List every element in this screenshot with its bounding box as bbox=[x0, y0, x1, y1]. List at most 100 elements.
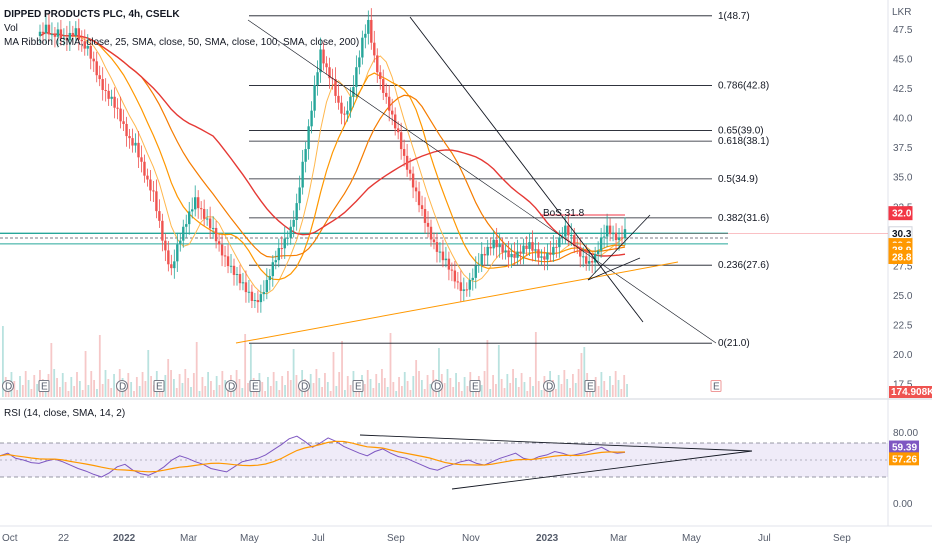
candle-body bbox=[546, 252, 549, 260]
price-tag-text: 32.0 bbox=[892, 209, 912, 220]
candle-body bbox=[80, 39, 83, 42]
candle bbox=[367, 10, 370, 45]
candle-body bbox=[211, 227, 215, 229]
candle bbox=[319, 37, 322, 83]
volume-bar bbox=[449, 378, 452, 397]
volume-bar bbox=[178, 374, 181, 397]
candle bbox=[223, 245, 227, 267]
candle-body bbox=[277, 248, 280, 261]
candle bbox=[453, 261, 457, 289]
volume-bar bbox=[84, 351, 87, 397]
chart-title[interactable]: DIPPED PRODUCTS PLC, 4h, CSELK bbox=[4, 9, 180, 20]
candle bbox=[158, 199, 161, 228]
volume-bar bbox=[378, 383, 380, 397]
volume-bar bbox=[423, 389, 426, 397]
candle bbox=[161, 213, 164, 252]
volume-bar bbox=[141, 372, 144, 397]
rsi-line bbox=[0, 435, 626, 478]
candle-body bbox=[504, 250, 507, 253]
volume-bar bbox=[475, 390, 477, 397]
candle-body bbox=[155, 191, 158, 212]
candle bbox=[214, 220, 218, 249]
candle-body bbox=[247, 291, 251, 293]
time-tick-label: 2023 bbox=[536, 533, 559, 544]
candle-body bbox=[167, 250, 170, 265]
marker-shape bbox=[584, 380, 596, 392]
volume-bar bbox=[603, 381, 606, 397]
rsi-legend[interactable]: RSI (14, close, SMA, 14, 2) bbox=[4, 408, 125, 419]
volume-bar bbox=[517, 387, 520, 397]
volume-bar bbox=[324, 373, 326, 397]
marker-letter: E bbox=[156, 382, 163, 393]
candle bbox=[620, 225, 624, 246]
candle-body bbox=[444, 258, 448, 261]
candle-body bbox=[86, 45, 89, 49]
candle bbox=[507, 240, 510, 268]
candle-body bbox=[68, 32, 72, 41]
volume-bar bbox=[412, 376, 415, 397]
volume-bar bbox=[64, 382, 67, 397]
ma-ribbon-legend[interactable]: MA Ribbon (SMA, close, 25, SMA, close, 5… bbox=[4, 37, 359, 48]
volume-bar bbox=[235, 370, 238, 397]
candle bbox=[361, 30, 364, 65]
candle-body bbox=[367, 19, 370, 34]
volume-bar bbox=[540, 390, 543, 397]
marker-shape bbox=[352, 380, 364, 392]
candle bbox=[274, 250, 277, 270]
volume-bar bbox=[150, 376, 152, 397]
volume-bar bbox=[458, 382, 460, 397]
candle-body bbox=[92, 58, 95, 62]
dividend-marker: D bbox=[298, 380, 310, 393]
marker-shape bbox=[543, 380, 555, 392]
candle bbox=[286, 230, 289, 246]
candle bbox=[202, 199, 206, 226]
candle bbox=[143, 154, 146, 183]
candle bbox=[179, 233, 182, 252]
candle-body bbox=[205, 218, 209, 220]
volume-bar bbox=[492, 375, 494, 397]
volume-bar bbox=[167, 359, 170, 397]
volume-bar bbox=[366, 370, 369, 397]
candle-body bbox=[489, 246, 492, 249]
volume-bar bbox=[312, 383, 315, 397]
candle-body bbox=[423, 209, 427, 223]
candle-body bbox=[140, 157, 143, 162]
volume-bar bbox=[275, 381, 278, 397]
time-tick-label: Sep bbox=[387, 533, 405, 544]
candle-body bbox=[226, 256, 230, 267]
candle bbox=[146, 168, 149, 187]
price-tag-text: 30.3 bbox=[892, 229, 912, 240]
volume-bar bbox=[292, 349, 295, 397]
candle-body bbox=[343, 113, 346, 115]
earnings-marker: E bbox=[710, 380, 722, 393]
volume-bar bbox=[190, 387, 192, 397]
triangle-line bbox=[587, 257, 641, 281]
candle-body bbox=[173, 261, 176, 269]
volume-bar bbox=[509, 383, 512, 397]
candle bbox=[337, 84, 340, 110]
candles bbox=[38, 8, 627, 313]
candle-body bbox=[486, 246, 489, 256]
volume-bar bbox=[164, 375, 167, 397]
candle-body bbox=[280, 248, 283, 250]
candle-body bbox=[492, 239, 495, 249]
candle bbox=[173, 249, 176, 279]
volume-bar bbox=[369, 379, 372, 397]
candle-body bbox=[462, 289, 466, 291]
candle-body bbox=[564, 225, 567, 237]
candle-body bbox=[95, 61, 98, 76]
volume-bar bbox=[344, 390, 346, 397]
candle-body bbox=[235, 274, 239, 276]
candle bbox=[408, 157, 412, 181]
candle bbox=[614, 223, 618, 251]
volume-bar bbox=[563, 370, 566, 397]
candle-body bbox=[316, 72, 319, 85]
price-tick-label: 25.0 bbox=[893, 291, 913, 302]
volume-bar bbox=[70, 377, 73, 397]
candle bbox=[137, 131, 140, 168]
candle-body bbox=[223, 255, 227, 257]
candle-body bbox=[537, 249, 540, 258]
candle bbox=[211, 216, 215, 239]
candle-body bbox=[483, 253, 486, 256]
volume-legend[interactable]: Vol bbox=[4, 23, 18, 34]
